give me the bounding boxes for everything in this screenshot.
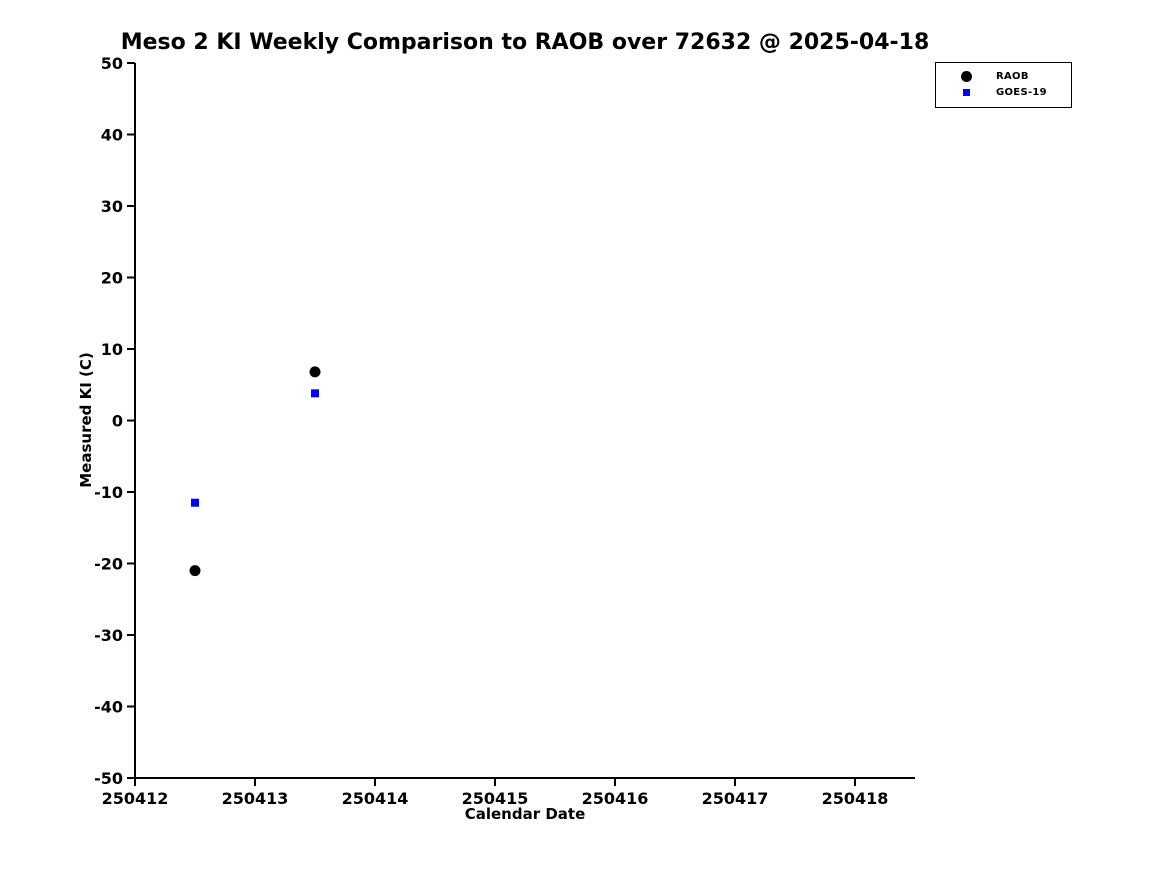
legend-item-raob: RAOB [936,69,1071,84]
legend-item-goes-19: GOES-19 [936,85,1071,100]
data-point-goes-19 [191,498,199,507]
y-tick-label: -30 [94,626,123,645]
x-tick-label: 250412 [102,789,169,808]
y-tick-label: -20 [94,555,123,574]
raob-circle-marker-icon [960,71,972,82]
legend-label-raob: RAOB [996,71,1029,82]
x-tick-label: 250416 [582,789,649,808]
y-tick-label: -40 [94,698,123,717]
legend-label-goes-19: GOES-19 [996,87,1047,98]
y-tick-label: 40 [101,126,123,145]
x-tick-label: 250417 [702,789,769,808]
y-axis-label: Measured KI (C) [77,352,95,488]
chart-title: Meso 2 KI Weekly Comparison to RAOB over… [120,30,930,55]
data-point-raob [189,565,201,577]
y-tick-label: -50 [94,769,123,788]
y-tick-label: 50 [101,54,123,73]
x-tick-label: 250413 [222,789,289,808]
legend: RAOB GOES-19 [935,62,1072,108]
goes-19-square-marker-icon [962,89,970,96]
y-tick-label: -10 [94,483,123,502]
y-tick-label: 0 [112,412,123,431]
legend-marker-cell [936,71,996,82]
x-axis-label: Calendar Date [464,805,586,823]
y-tick-label: 30 [101,197,123,216]
data-point-raob [309,366,321,378]
y-tick-label: 20 [101,269,123,288]
data-point-goes-19 [311,389,319,398]
x-tick-label: 250418 [822,789,889,808]
y-tick-label: 10 [101,340,123,359]
x-tick-label: 250414 [342,789,409,808]
legend-marker-cell [936,89,996,96]
x-tick-label: 250415 [462,789,529,808]
